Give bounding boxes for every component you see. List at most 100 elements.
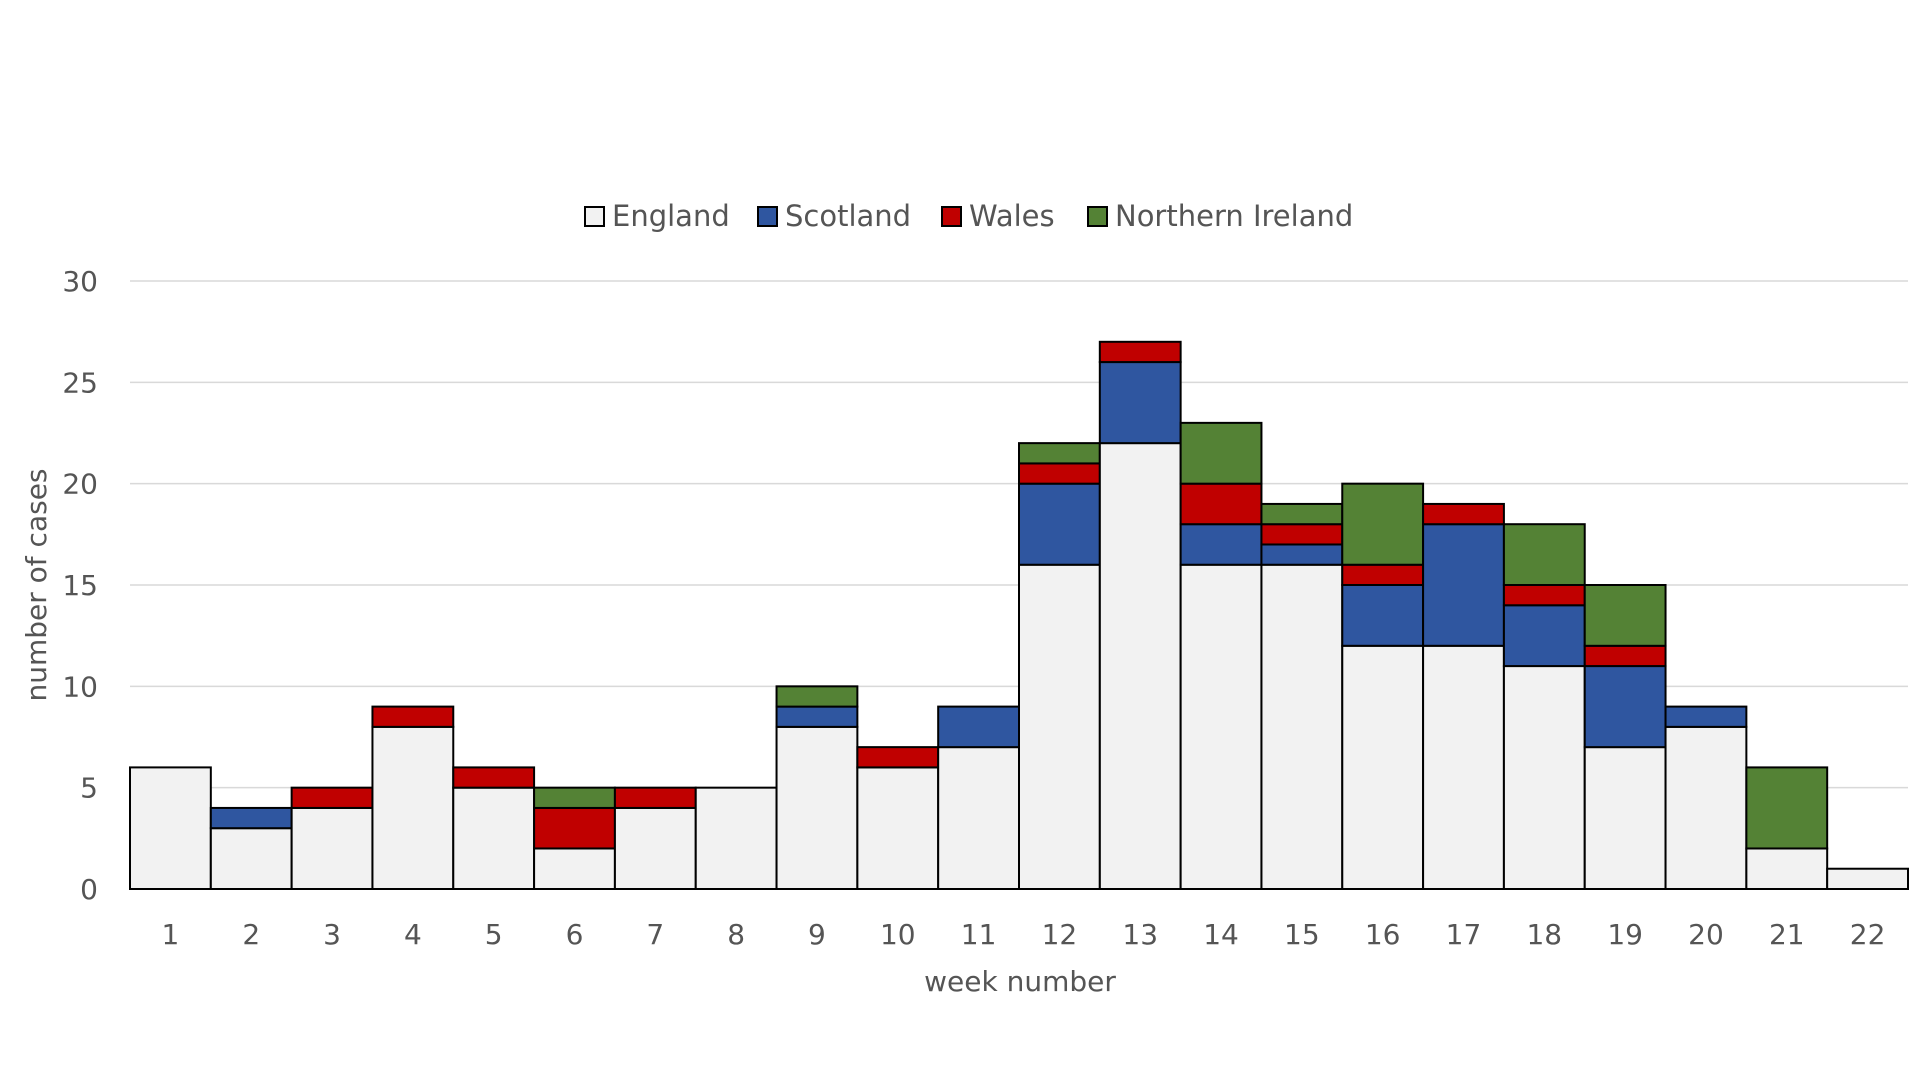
bar-segment-england bbox=[775, 725, 859, 890]
bar-segment-wales bbox=[1098, 340, 1182, 364]
y-tick-label: 10 bbox=[62, 670, 98, 703]
legend-item-wales: Wales bbox=[941, 199, 1055, 233]
y-tick-label: 30 bbox=[62, 265, 98, 298]
legend-label: Scotland bbox=[785, 199, 911, 233]
y-axis-title: number of cases bbox=[20, 468, 53, 701]
legend-swatch bbox=[584, 206, 605, 227]
x-tick-label: 5 bbox=[485, 918, 503, 951]
x-tick-label: 16 bbox=[1365, 918, 1401, 951]
x-tick-label: 11 bbox=[961, 918, 997, 951]
bar-segment-scotland bbox=[1179, 523, 1263, 566]
bar-segment-scotland bbox=[1583, 665, 1667, 749]
bar-segment-england bbox=[694, 786, 778, 891]
x-tick-label: 21 bbox=[1769, 918, 1805, 951]
bar-segment-northern-ireland bbox=[1260, 502, 1344, 526]
bar-segment-wales bbox=[1341, 563, 1425, 587]
x-tick-label: 1 bbox=[161, 918, 179, 951]
x-tick-label: 18 bbox=[1526, 918, 1562, 951]
bar-segment-wales bbox=[452, 766, 536, 789]
x-tick-label: 22 bbox=[1850, 918, 1886, 951]
bar-segment-northern-ireland bbox=[1745, 766, 1829, 850]
bar-segment-wales bbox=[613, 786, 697, 809]
bar-segment-northern-ireland bbox=[775, 685, 859, 708]
bar-segment-england bbox=[1745, 847, 1829, 891]
x-tick-label: 10 bbox=[880, 918, 916, 951]
bar-segment-england bbox=[1341, 644, 1425, 890]
bar-segment-northern-ireland bbox=[1179, 421, 1263, 485]
x-tick-label: 6 bbox=[566, 918, 584, 951]
bar-segment-wales bbox=[1179, 482, 1263, 526]
bar-segment-england bbox=[856, 766, 940, 891]
x-tick-label: 9 bbox=[808, 918, 826, 951]
y-tick-label: 15 bbox=[62, 569, 98, 602]
x-tick-label: 20 bbox=[1688, 918, 1724, 951]
bar-segment-wales bbox=[856, 746, 940, 769]
bar-segment-scotland bbox=[937, 705, 1021, 749]
x-tick-label: 2 bbox=[242, 918, 260, 951]
bar-segment-scotland bbox=[209, 806, 293, 830]
x-tick-label: 12 bbox=[1042, 918, 1078, 951]
bar-segment-wales bbox=[290, 786, 374, 809]
bar-segment-scotland bbox=[1422, 523, 1505, 647]
legend-item-england: England bbox=[584, 199, 730, 233]
x-tick-label: 13 bbox=[1122, 918, 1158, 951]
x-tick-label: 4 bbox=[404, 918, 422, 951]
bar-segment-england bbox=[1502, 665, 1586, 890]
y-tick-label: 0 bbox=[80, 873, 98, 906]
x-tick-label: 14 bbox=[1203, 918, 1239, 951]
bar-segment-northern-ireland bbox=[1502, 523, 1586, 587]
bar-segment-wales bbox=[1502, 584, 1586, 607]
bar-segment-england bbox=[1583, 746, 1667, 891]
bar-segment-northern-ireland bbox=[1583, 584, 1667, 647]
y-tick-label: 20 bbox=[62, 468, 98, 501]
bar-segment-scotland bbox=[1664, 705, 1748, 728]
bar-segment-england bbox=[613, 806, 697, 891]
x-axis-title: week number bbox=[924, 965, 1116, 998]
bars bbox=[129, 340, 1909, 891]
x-tick-label: 19 bbox=[1607, 918, 1643, 951]
legend-item-scotland: Scotland bbox=[757, 199, 911, 233]
x-tick-label: 17 bbox=[1446, 918, 1482, 951]
bar-segment-wales bbox=[1583, 644, 1667, 668]
x-tick-label: 8 bbox=[727, 918, 745, 951]
x-tick-labels: 1 2 3 4 5 6 7 8 9 10 11 12 13 14 15 16 17 18 19 20 21 22 bbox=[161, 918, 1885, 951]
bar-segment-england bbox=[1260, 563, 1344, 890]
bar-segment-wales bbox=[1018, 462, 1101, 485]
legend-item-northern-ireland: Northern Ireland bbox=[1087, 199, 1353, 233]
x-tick-label: 3 bbox=[323, 918, 341, 951]
y-tick-labels: 0 5 10 15 20 25 30 bbox=[62, 265, 98, 906]
bar-segment-england bbox=[937, 746, 1021, 891]
legend: England Scotland Wales Northern Ireland bbox=[584, 199, 1353, 233]
bar-segment-england bbox=[452, 786, 536, 891]
bar-segment-scotland bbox=[775, 705, 859, 728]
bar-segment-england bbox=[1018, 563, 1101, 890]
bar-segment-wales bbox=[371, 705, 455, 728]
legend-label: England bbox=[612, 199, 730, 233]
bar-segment-england bbox=[371, 725, 455, 890]
legend-label: Northern Ireland bbox=[1115, 199, 1353, 233]
x-tick-label: 15 bbox=[1284, 918, 1320, 951]
bar-segment-england bbox=[1826, 867, 1909, 891]
y-tick-label: 25 bbox=[62, 366, 98, 399]
bar-segment-england bbox=[290, 806, 374, 891]
x-tick-label: 7 bbox=[646, 918, 664, 951]
bar-segment-england bbox=[1422, 644, 1505, 890]
bar-segment-scotland bbox=[1260, 543, 1344, 566]
bar-segment-northern-ireland bbox=[533, 786, 616, 809]
bar-segment-england bbox=[129, 766, 212, 891]
legend-swatch bbox=[941, 206, 962, 227]
legend-swatch bbox=[757, 206, 778, 227]
legend-label: Wales bbox=[969, 199, 1055, 233]
bar-segment-england bbox=[533, 847, 616, 891]
bar-segment-scotland bbox=[1502, 604, 1586, 668]
bar-segment-england bbox=[1664, 725, 1748, 890]
bar-segment-scotland bbox=[1018, 482, 1101, 566]
bar-segment-england bbox=[1098, 442, 1182, 890]
bar-segment-scotland bbox=[1341, 584, 1425, 647]
bar-segment-wales bbox=[1260, 523, 1344, 546]
y-tick-label: 5 bbox=[80, 772, 98, 805]
bar-segment-england bbox=[209, 827, 293, 891]
bar-segment-northern-ireland bbox=[1018, 442, 1101, 465]
